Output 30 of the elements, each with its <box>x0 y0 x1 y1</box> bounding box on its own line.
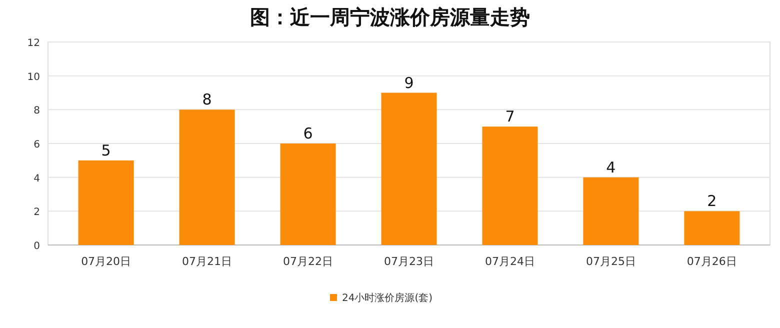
chart-title: 图：近一周宁波涨价房源量走势 <box>250 5 530 29</box>
data-label: 7 <box>505 108 515 126</box>
legend-label: 24小时涨价房源(套) <box>342 292 433 304</box>
x-tick-label: 07月21日 <box>182 255 232 268</box>
x-tick-label: 07月25日 <box>586 255 636 268</box>
x-tick-label: 07月26日 <box>686 255 737 268</box>
bar <box>179 110 235 245</box>
data-label: 6 <box>303 124 313 142</box>
y-tick-label: 0 <box>34 241 40 252</box>
x-tick-label: 07月23日 <box>384 255 434 268</box>
bar <box>78 160 134 245</box>
bar <box>381 92 437 245</box>
y-tick-label: 6 <box>34 140 40 150</box>
data-label: 9 <box>404 74 414 92</box>
x-tick-label: 07月22日 <box>283 255 334 268</box>
data-label: 4 <box>606 158 616 176</box>
y-tick-label: 8 <box>34 106 40 117</box>
bar <box>684 211 740 245</box>
bar <box>583 177 639 245</box>
data-label: 2 <box>707 192 717 210</box>
bar <box>482 126 538 245</box>
y-tick-label: 12 <box>27 38 40 49</box>
y-tick-label: 4 <box>34 173 40 184</box>
y-tick-label: 10 <box>27 72 40 83</box>
x-tick-label: 07月24日 <box>484 255 535 268</box>
y-tick-label: 2 <box>34 207 40 218</box>
data-label: 8 <box>202 90 212 109</box>
x-tick-label: 07月20日 <box>81 255 132 268</box>
data-label: 5 <box>101 141 111 160</box>
bar <box>280 144 336 245</box>
